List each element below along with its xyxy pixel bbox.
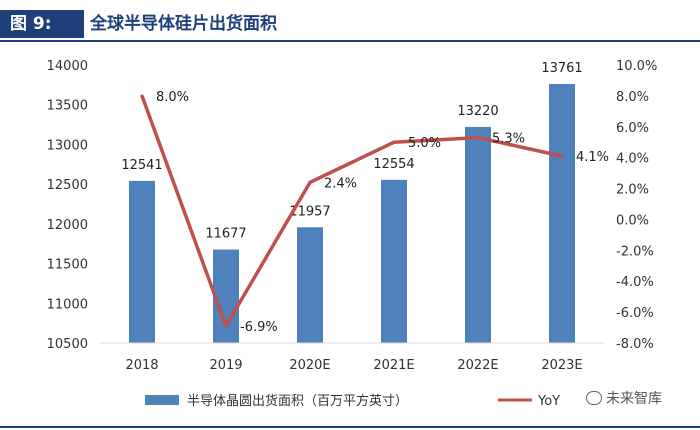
wechat-icon bbox=[586, 391, 602, 405]
yoy-line-series: 8.0% -6.9% 2.4% 5.0% 5.3% 4.1% bbox=[140, 90, 609, 335]
x-tick-label: 2023E bbox=[541, 358, 582, 373]
bar bbox=[129, 180, 155, 343]
bar-value-label: 12554 bbox=[373, 157, 414, 172]
right-tick-label: -2.0% bbox=[616, 244, 654, 259]
left-tick-label: 14000 bbox=[47, 59, 88, 74]
bar-value-label: 11677 bbox=[205, 227, 246, 242]
bar bbox=[381, 179, 407, 343]
x-axis: 2018 2019 2020E 2021E 2022E 2023E bbox=[125, 358, 582, 373]
right-tick-label: 0.0% bbox=[616, 213, 649, 228]
bar-series: 12541 11677 11957 12554 13220 13761 bbox=[121, 61, 583, 343]
right-tick-label: 2.0% bbox=[616, 183, 649, 198]
watermark: 未来智库 bbox=[586, 388, 662, 408]
left-tick-label: 12000 bbox=[47, 218, 88, 233]
x-tick-label: 2022E bbox=[457, 358, 498, 373]
bar-value-label: 13761 bbox=[541, 61, 582, 76]
left-tick-label: 12500 bbox=[47, 178, 88, 193]
right-tick-label: -4.0% bbox=[616, 275, 654, 290]
yoy-point bbox=[140, 94, 144, 98]
yoy-value-label: 5.3% bbox=[492, 132, 525, 147]
bottom-rule bbox=[0, 426, 700, 428]
right-tick-label: 4.0% bbox=[616, 152, 649, 167]
legend-bar-label: 半导体晶圆出货面积（百万平方英寸） bbox=[187, 393, 408, 409]
yoy-point bbox=[560, 154, 564, 158]
right-tick-label: 8.0% bbox=[616, 90, 649, 105]
yoy-value-label: -6.9% bbox=[240, 320, 278, 335]
left-tick-label: 11000 bbox=[47, 297, 88, 312]
figure-number: 图 9: bbox=[0, 10, 84, 38]
x-tick-label: 2018 bbox=[125, 358, 158, 373]
legend-bar-swatch bbox=[145, 395, 179, 405]
figure-title: 全球半导体硅片出货面积 bbox=[90, 14, 277, 34]
yoy-point bbox=[392, 140, 396, 144]
bar-value-label: 11957 bbox=[289, 204, 330, 219]
x-tick-label: 2019 bbox=[209, 358, 242, 373]
x-tick-label: 2021E bbox=[373, 358, 414, 373]
left-tick-label: 11500 bbox=[47, 258, 88, 273]
bar bbox=[465, 126, 491, 343]
bar-value-label: 12541 bbox=[121, 158, 162, 173]
yoy-point bbox=[476, 136, 480, 140]
bar bbox=[549, 83, 575, 343]
yoy-line bbox=[140, 95, 563, 328]
yoy-value-label: 5.0% bbox=[408, 136, 441, 151]
bar-value-label: 13220 bbox=[457, 104, 498, 119]
yoy-value-label: 4.1% bbox=[576, 150, 609, 165]
yoy-point bbox=[308, 180, 312, 184]
header-rule bbox=[0, 40, 700, 42]
left-tick-label: 10500 bbox=[47, 337, 88, 352]
left-tick-label: 13000 bbox=[47, 138, 88, 153]
bar bbox=[297, 227, 323, 343]
right-tick-label: -8.0% bbox=[616, 337, 654, 352]
right-axis: 10.0% 8.0% 6.0% 4.0% 2.0% 0.0% -2.0% -4.0% -6.0%… bbox=[616, 59, 657, 352]
left-axis: 14000 13500 13000 12500 12000 11500 11000 10500 bbox=[47, 59, 88, 352]
x-tick-label: 2020E bbox=[289, 358, 330, 373]
yoy-value-label: 8.0% bbox=[156, 90, 189, 105]
watermark-text: 未来智库 bbox=[606, 391, 662, 407]
right-tick-label: -6.0% bbox=[616, 306, 654, 321]
yoy-value-label: 2.4% bbox=[324, 176, 357, 191]
figure-header: 图 9: 全球半导体硅片出货面积 bbox=[0, 0, 700, 42]
legend-line-label: YoY bbox=[537, 394, 560, 409]
right-tick-label: 10.0% bbox=[616, 59, 657, 74]
left-tick-label: 13500 bbox=[47, 99, 88, 114]
yoy-point bbox=[224, 324, 228, 328]
legend: 半导体晶圆出货面积（百万平方英寸） YoY bbox=[145, 393, 560, 409]
right-tick-label: 6.0% bbox=[616, 121, 649, 136]
